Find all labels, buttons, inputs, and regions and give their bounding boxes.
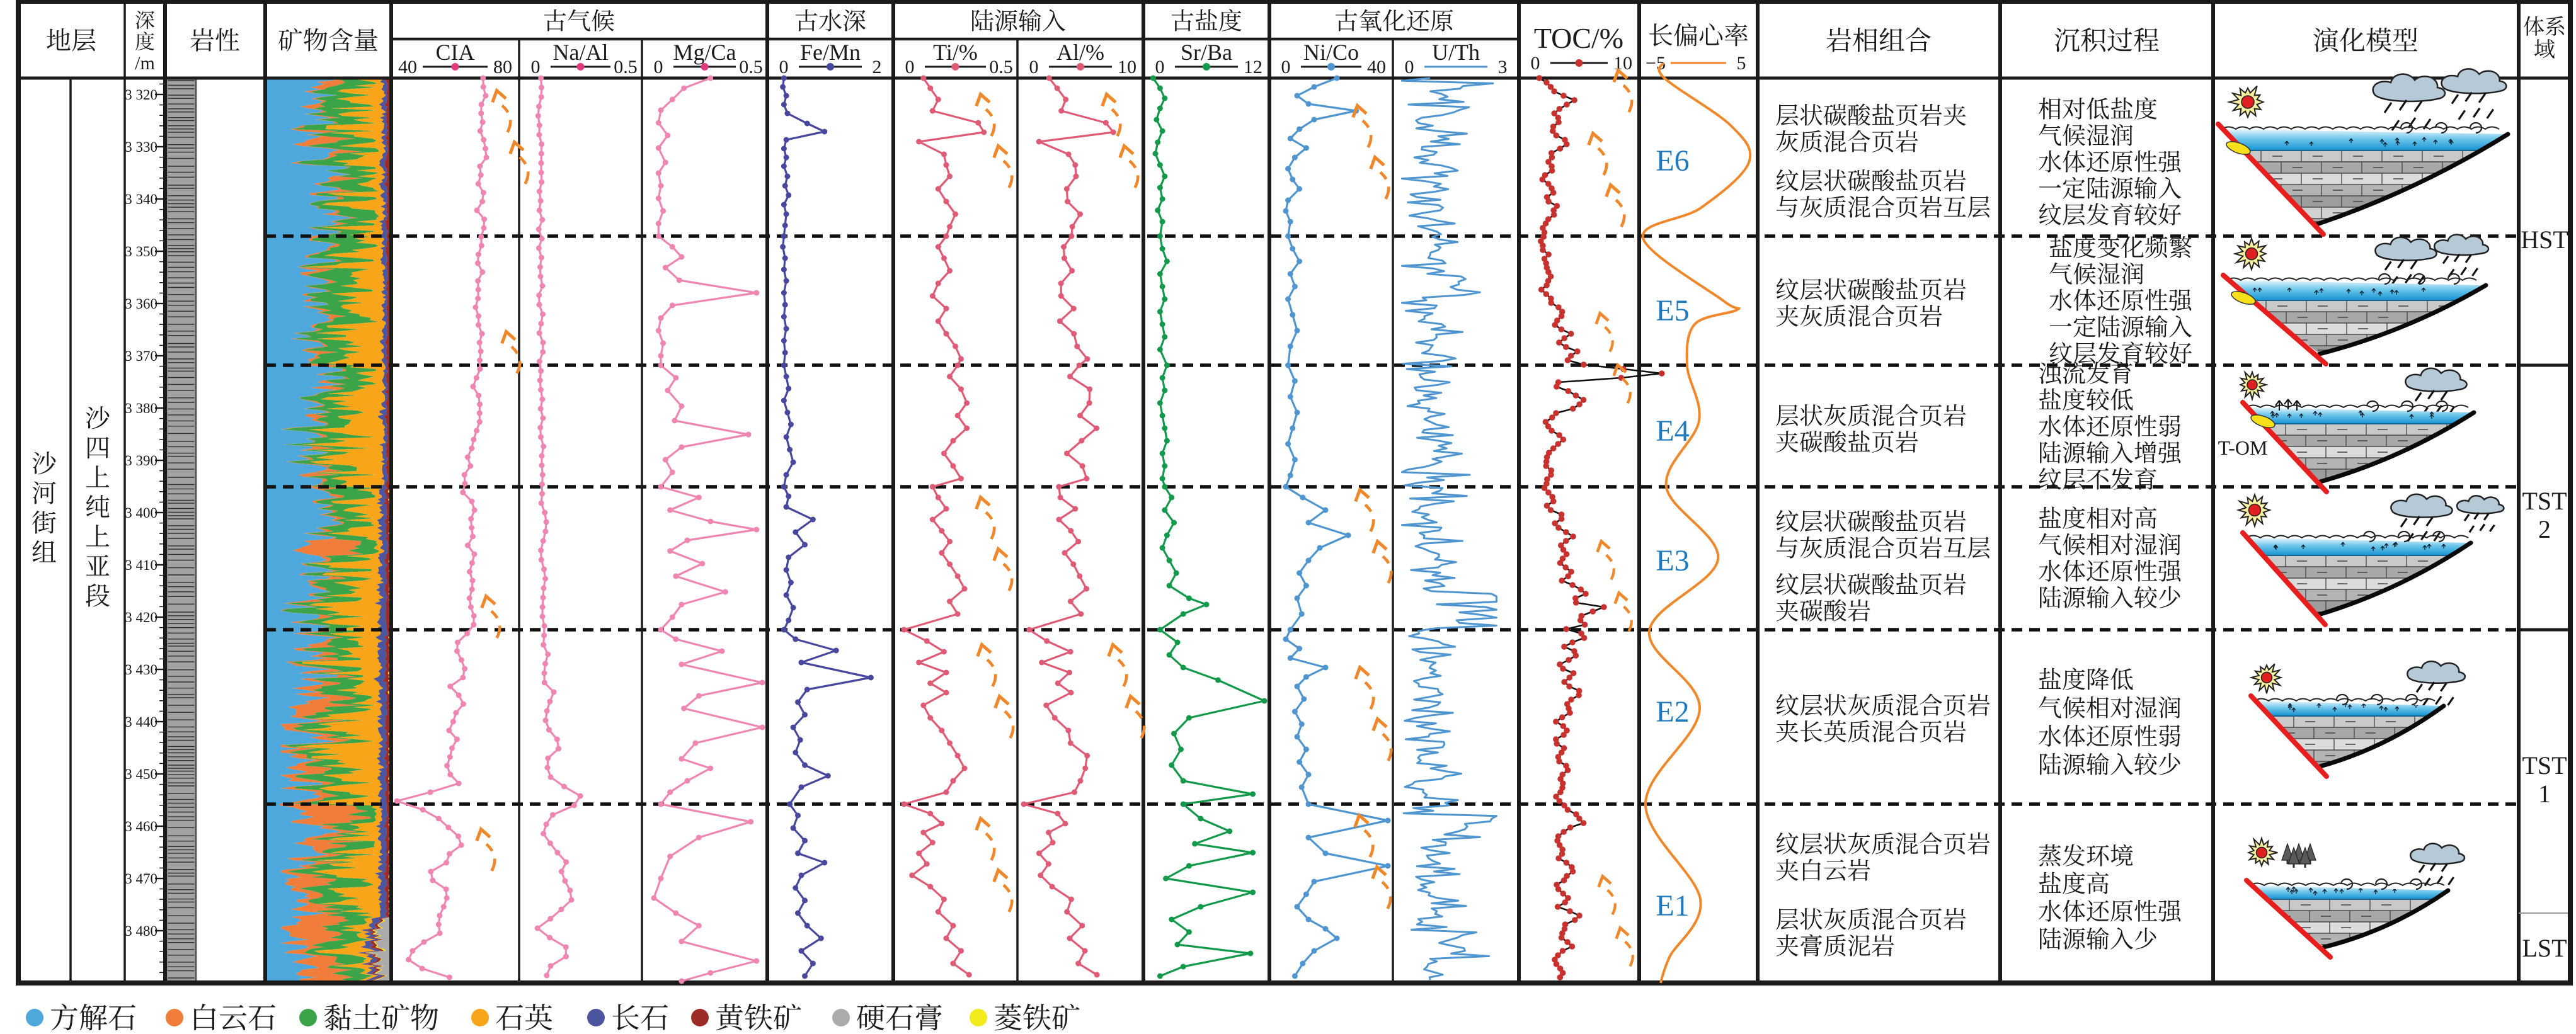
svg-text:3 460: 3 460 bbox=[125, 819, 157, 834]
svg-text:3 450: 3 450 bbox=[125, 766, 157, 782]
svg-text:T-OM: T-OM bbox=[2218, 436, 2268, 459]
svg-text:1: 1 bbox=[2538, 780, 2551, 808]
svg-text:Al/%: Al/% bbox=[1056, 40, 1104, 65]
svg-text:/m: /m bbox=[135, 53, 155, 74]
svg-text:3 370: 3 370 bbox=[125, 348, 157, 364]
svg-text:Fe/Mn: Fe/Mn bbox=[800, 40, 861, 65]
svg-text:E6: E6 bbox=[1656, 144, 1689, 178]
svg-text:Ni/Co: Ni/Co bbox=[1303, 40, 1359, 65]
svg-text:3: 3 bbox=[1498, 57, 1508, 77]
svg-text:3 380: 3 380 bbox=[125, 401, 157, 416]
svg-text:3 440: 3 440 bbox=[125, 714, 157, 730]
svg-text:3 430: 3 430 bbox=[125, 662, 157, 678]
svg-text:3 480: 3 480 bbox=[125, 923, 157, 939]
svg-text:Mg/Ca: Mg/Ca bbox=[673, 40, 736, 65]
svg-text:3 360: 3 360 bbox=[125, 296, 157, 312]
svg-text:E2: E2 bbox=[1656, 695, 1689, 729]
svg-text:3 390: 3 390 bbox=[125, 453, 157, 469]
svg-text:0: 0 bbox=[905, 57, 915, 77]
svg-text:HST: HST bbox=[2521, 225, 2568, 254]
svg-text:TST: TST bbox=[2522, 751, 2567, 780]
svg-text:0: 0 bbox=[531, 57, 541, 77]
svg-text:0: 0 bbox=[1155, 57, 1165, 77]
svg-text:5: 5 bbox=[1737, 53, 1746, 74]
svg-text:3 420: 3 420 bbox=[125, 610, 157, 625]
svg-text:Ti/%: Ti/% bbox=[933, 40, 978, 65]
svg-text:3 330: 3 330 bbox=[125, 139, 157, 155]
svg-text:Na/Al: Na/Al bbox=[553, 40, 609, 65]
svg-text:TOC/%: TOC/% bbox=[1534, 22, 1623, 54]
svg-text:3 470: 3 470 bbox=[125, 871, 157, 887]
svg-text:10: 10 bbox=[1613, 53, 1632, 74]
svg-text:10: 10 bbox=[1118, 57, 1136, 77]
svg-text:TST: TST bbox=[2522, 487, 2567, 515]
svg-text:E4: E4 bbox=[1656, 414, 1689, 448]
svg-text:CIA: CIA bbox=[436, 40, 475, 65]
svg-text:LST: LST bbox=[2522, 934, 2567, 962]
svg-text:40: 40 bbox=[1367, 57, 1386, 77]
svg-text:3 320: 3 320 bbox=[125, 87, 157, 103]
svg-text:0.5: 0.5 bbox=[739, 57, 763, 77]
svg-text:3 410: 3 410 bbox=[125, 557, 157, 573]
svg-text:3 340: 3 340 bbox=[125, 191, 157, 207]
svg-text:0: 0 bbox=[779, 57, 789, 77]
svg-text:0: 0 bbox=[654, 57, 663, 77]
svg-text:12: 12 bbox=[1244, 57, 1262, 77]
svg-text:0: 0 bbox=[1029, 57, 1039, 77]
svg-text:3 400: 3 400 bbox=[125, 505, 157, 521]
svg-text:2: 2 bbox=[873, 57, 882, 77]
svg-text:U/Th: U/Th bbox=[1432, 40, 1480, 65]
svg-text:80: 80 bbox=[493, 57, 512, 77]
svg-text:0: 0 bbox=[1281, 57, 1291, 77]
svg-text:2: 2 bbox=[2538, 515, 2551, 543]
svg-text:E3: E3 bbox=[1656, 544, 1689, 577]
svg-text:0.5: 0.5 bbox=[614, 57, 638, 77]
svg-text:E1: E1 bbox=[1656, 889, 1689, 923]
svg-text:40: 40 bbox=[398, 57, 417, 77]
svg-text:E5: E5 bbox=[1656, 294, 1689, 327]
svg-text:Sr/Ba: Sr/Ba bbox=[1181, 40, 1232, 65]
svg-text:0: 0 bbox=[1531, 53, 1540, 74]
svg-text:0.5: 0.5 bbox=[989, 57, 1013, 77]
svg-text:3 350: 3 350 bbox=[125, 244, 157, 259]
svg-text:0: 0 bbox=[1405, 57, 1414, 77]
